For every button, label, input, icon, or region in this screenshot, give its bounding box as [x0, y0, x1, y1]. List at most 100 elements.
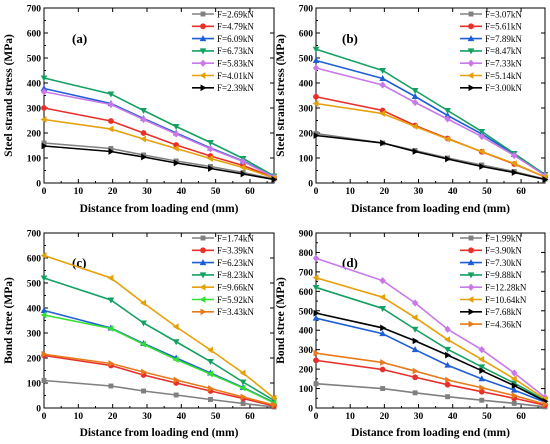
- legend-label: F=7.33kN: [485, 59, 522, 69]
- data-point: [313, 131, 319, 136]
- legend-item: F=7.30kN: [460, 258, 522, 268]
- data-point: [107, 274, 114, 282]
- y-tick-label: 0: [308, 405, 313, 415]
- legend-marker: [467, 72, 474, 79]
- data-point: [379, 68, 386, 74]
- data-point: [40, 88, 48, 96]
- legend-marker: [467, 259, 475, 266]
- data-point: [41, 105, 47, 111]
- data-point: [411, 314, 418, 321]
- data-point: [173, 392, 179, 398]
- data-point: [511, 392, 518, 399]
- legend-item: F=5.92kN: [192, 295, 254, 305]
- x-tick-label: 0: [314, 412, 319, 422]
- legend-label: F=8.47kN: [485, 46, 522, 56]
- data-point: [173, 159, 180, 167]
- legend-marker: [468, 84, 475, 92]
- data-point: [511, 169, 518, 176]
- legend-label: F=5.92kN: [217, 295, 254, 305]
- data-point: [478, 364, 486, 371]
- data-point: [478, 346, 485, 354]
- data-point: [271, 401, 278, 409]
- x-tick-label: 40: [177, 187, 187, 197]
- data-point: [313, 349, 320, 357]
- legend-marker: [200, 308, 207, 316]
- data-point: [107, 297, 115, 304]
- y-axis-title: Bond stree (MPa): [275, 277, 287, 364]
- y-axis-title: Bond stree (MPa): [3, 277, 15, 364]
- legend-marker: [199, 35, 207, 42]
- data-point: [379, 277, 386, 285]
- data-point: [40, 311, 47, 319]
- panel-label: (a): [72, 31, 87, 46]
- data-point: [140, 340, 147, 348]
- data-point: [444, 361, 451, 368]
- legend-label: F=7.68kN: [485, 307, 522, 317]
- y-tick-label: 600: [299, 30, 314, 40]
- data-point: [172, 145, 179, 152]
- legend-label: F=12.28kN: [485, 283, 527, 293]
- x-axis-title: Distance from loading end (mm): [80, 427, 239, 439]
- data-point: [313, 132, 320, 139]
- y-axis-title: Steel strand stress (MPa): [275, 34, 287, 157]
- data-point: [239, 384, 246, 392]
- data-point: [208, 164, 213, 169]
- legend-label: F=9.66kN: [217, 283, 254, 293]
- legend: F=2.69kN F=4.79kN F=6.09kN F=6.73kN F=5.83kN…: [192, 9, 254, 93]
- x-tick-label: 20: [380, 187, 390, 197]
- data-point: [380, 386, 386, 392]
- legend-item: F=1.99kN: [460, 233, 522, 243]
- data-point: [444, 381, 451, 388]
- data-point: [313, 93, 319, 100]
- legend-label: F=6.09kN: [217, 34, 254, 44]
- data-point: [173, 376, 180, 384]
- data-point: [208, 397, 213, 402]
- data-point: [478, 132, 485, 141]
- data-point: [379, 81, 386, 89]
- legend-item: F=7.33kN: [460, 59, 522, 69]
- data-point: [107, 325, 114, 332]
- data-point: [270, 394, 277, 402]
- x-tick-label: 0: [42, 187, 47, 197]
- data-point: [40, 116, 47, 123]
- data-point: [140, 320, 147, 327]
- x-tick-label: 60: [245, 412, 255, 422]
- x-tick-label: 50: [482, 412, 492, 422]
- legend-label: F=2.39kN: [217, 83, 254, 93]
- data-point: [41, 378, 47, 383]
- legend-label: F=1.99kN: [485, 233, 522, 243]
- legend-marker: [468, 247, 474, 254]
- data-point: [208, 165, 214, 172]
- data-point: [312, 46, 320, 53]
- panel-2: 0 10 20 30 40 50 600100200300400500600700Dista…: [275, 5, 549, 215]
- series-7: [313, 309, 549, 405]
- data-point: [207, 359, 214, 365]
- legend-marker: [467, 59, 475, 67]
- legend-label: F=1.74kN: [217, 233, 254, 243]
- legend-item: F=9.66kN: [192, 283, 254, 293]
- data-point: [240, 393, 247, 401]
- x-tick-label: 40: [448, 412, 458, 422]
- data-point: [444, 336, 451, 343]
- x-tick-label: 20: [108, 412, 118, 422]
- y-tick-label: 900: [299, 230, 314, 240]
- data-point: [412, 367, 419, 375]
- y-tick-label: 700: [299, 5, 314, 15]
- data-point: [445, 155, 452, 163]
- series-5: [40, 88, 278, 181]
- data-point: [239, 164, 246, 171]
- legend-item: F=6.23kN: [192, 258, 254, 268]
- data-point: [479, 397, 485, 403]
- data-point: [313, 357, 319, 364]
- legend-item: F=4.01kN: [192, 71, 254, 81]
- x-tick-label: 50: [211, 412, 221, 422]
- legend-item: F=9.88kN: [460, 270, 522, 280]
- data-point: [445, 351, 452, 359]
- y-tick-label: 600: [299, 288, 314, 298]
- data-point: [239, 379, 247, 386]
- legend-label: F=8.23kN: [217, 270, 254, 280]
- legend-item: F=12.28kN: [460, 283, 527, 293]
- x-tick-label: 0: [42, 412, 47, 422]
- x-tick-label: 20: [380, 412, 390, 422]
